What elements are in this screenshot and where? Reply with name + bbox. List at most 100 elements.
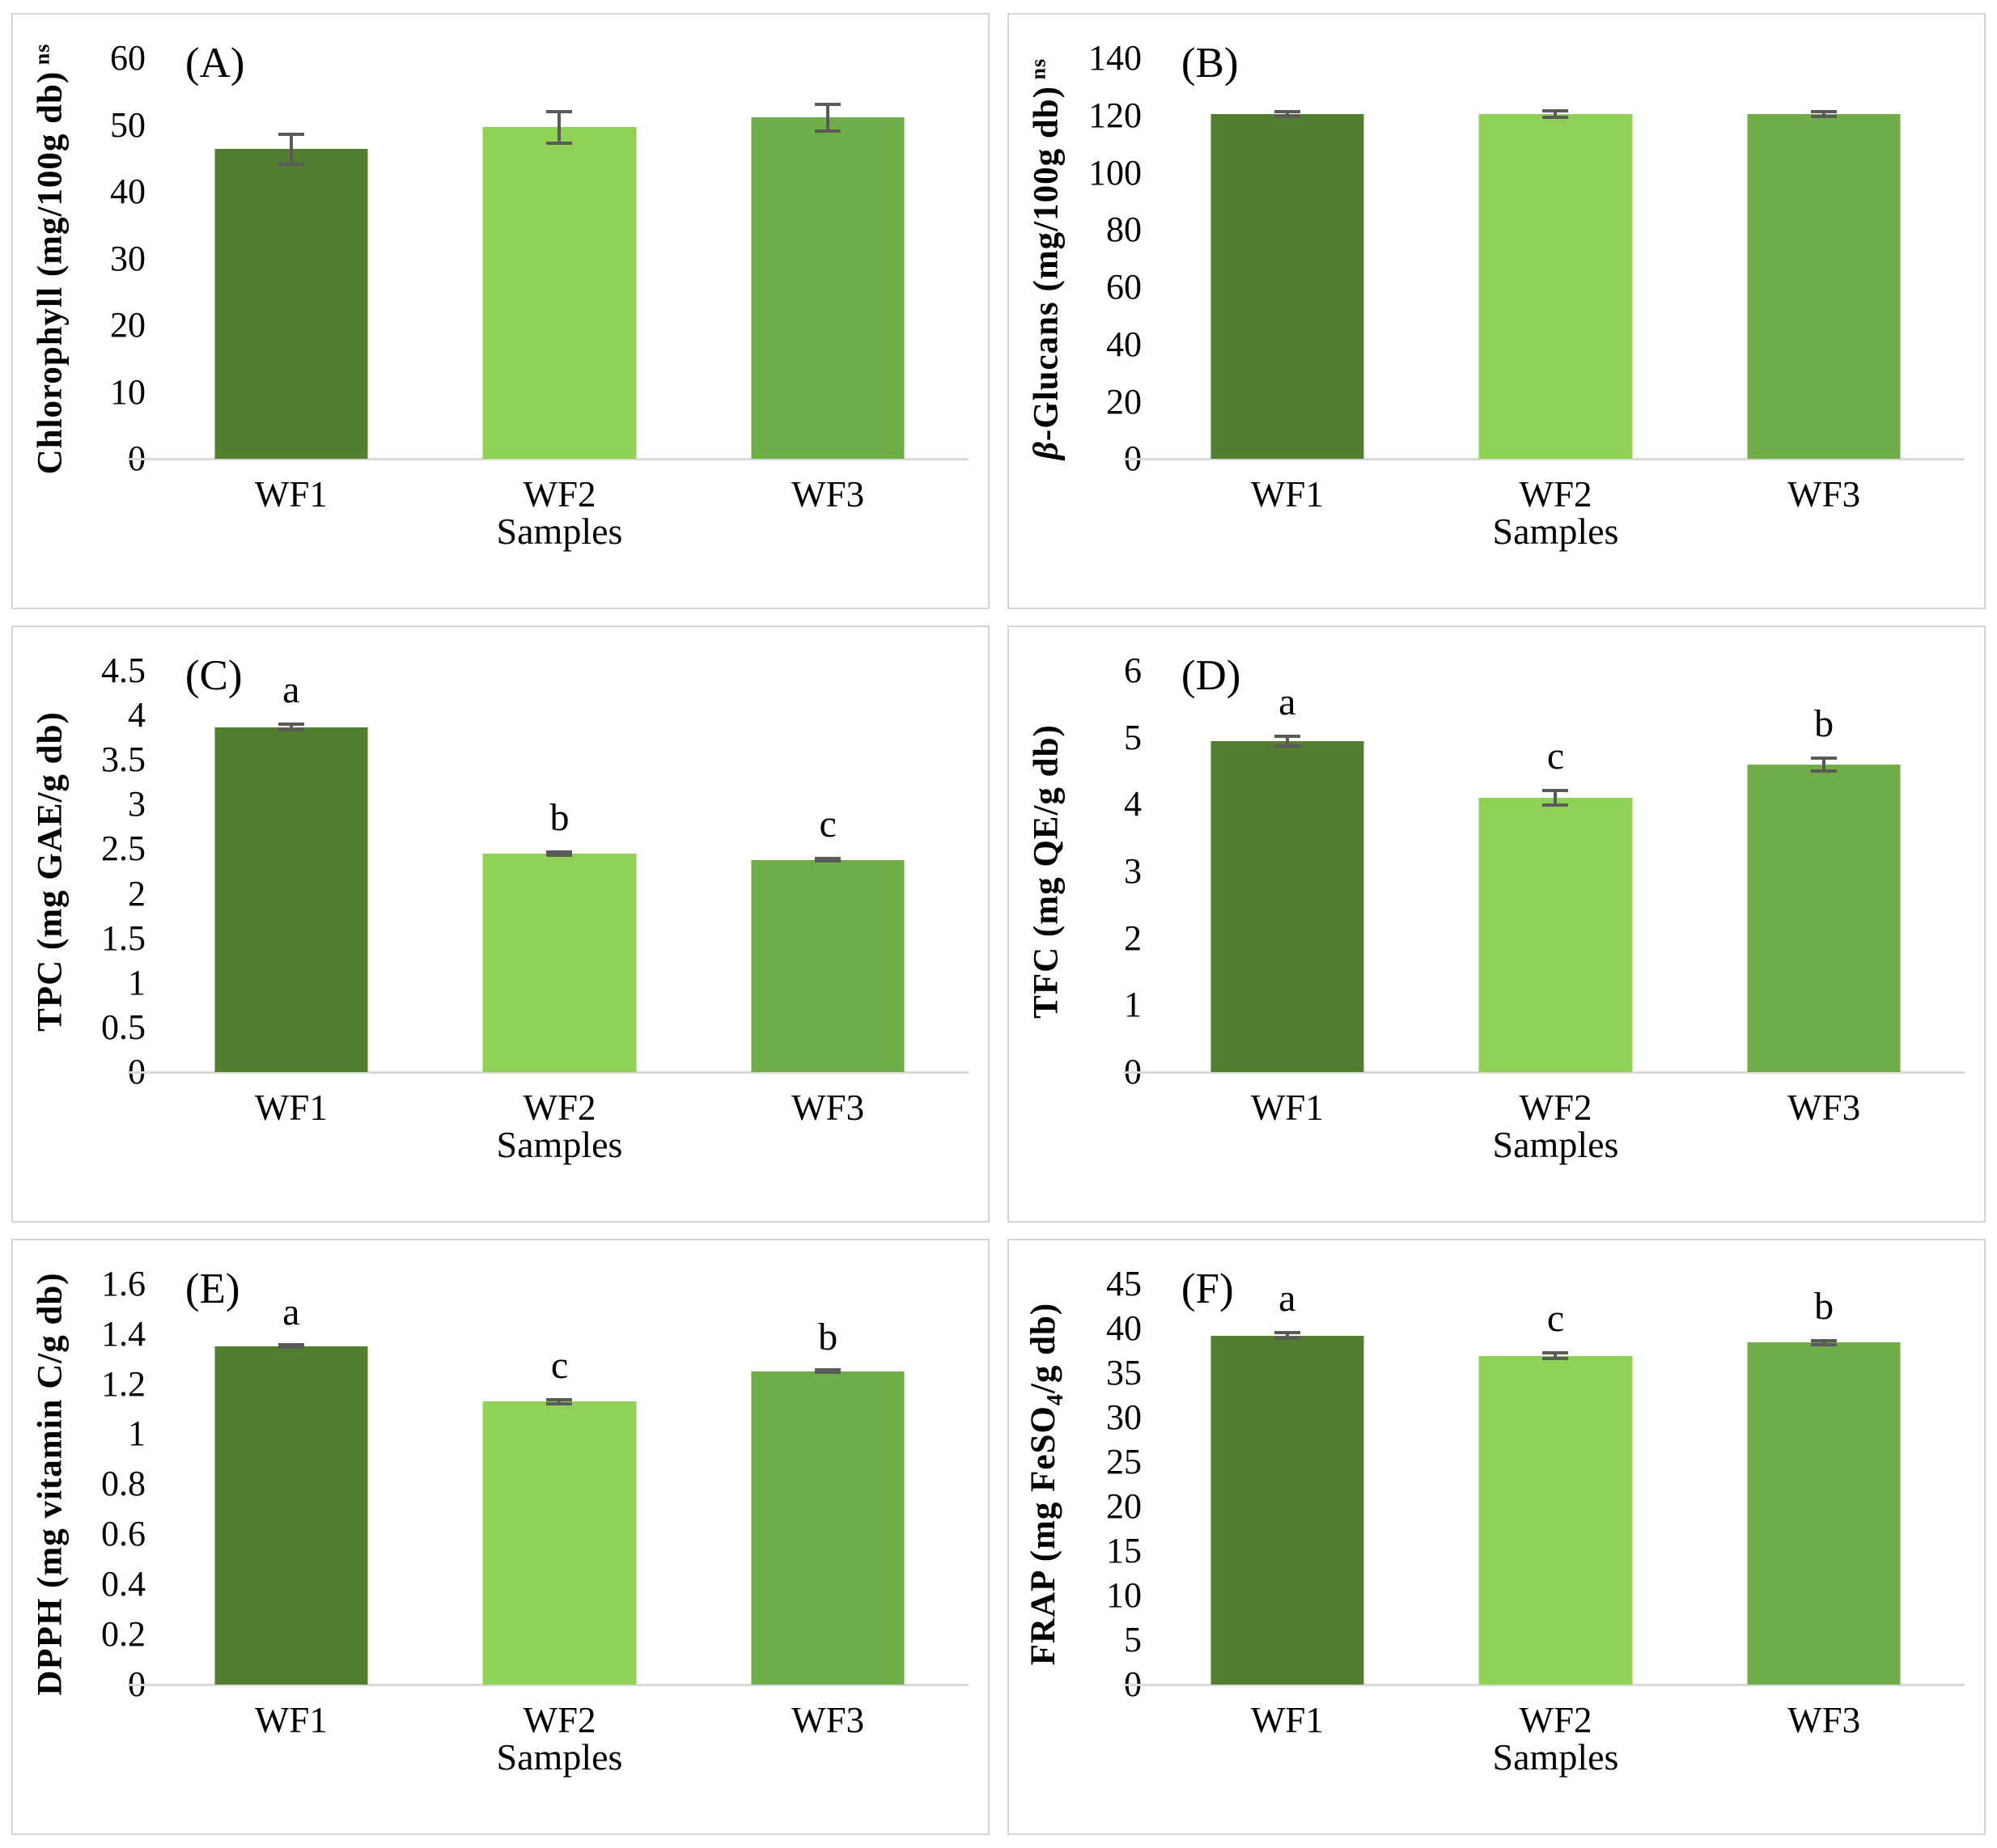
significance-letter: a	[282, 1290, 300, 1333]
error-bar-part	[1542, 803, 1569, 807]
error-bar-part	[1542, 1351, 1569, 1355]
error-bar-part	[1554, 1351, 1558, 1361]
error-bar-part	[278, 1345, 304, 1349]
y-tick-label: 40	[1106, 324, 1142, 364]
chart-panel-b: β-Glucans (mg/100g db) ns 0 20 40 60 80 100 12…	[1007, 13, 1986, 610]
x-axis-title: Samples	[496, 1123, 623, 1165]
error-bar-part	[1811, 1342, 1838, 1346]
error-bar-part	[1811, 115, 1838, 119]
error-bar-part	[546, 109, 573, 113]
error-bar-part	[278, 728, 304, 732]
bar-wf3	[751, 1371, 905, 1685]
y-tick-label: 30	[1106, 1397, 1142, 1437]
y-tick-label: 0.5	[101, 1007, 146, 1047]
error-bar-part	[1285, 110, 1289, 118]
error-bar-part	[1285, 734, 1289, 748]
y-tick-label: 20	[1106, 381, 1142, 422]
error-bar-part	[815, 857, 842, 860]
error-bar-part	[289, 132, 293, 166]
significance-letter: c	[1546, 1297, 1565, 1341]
panel-letter: (E)	[184, 1265, 240, 1312]
axis-baseline	[128, 1070, 969, 1074]
y-axis-ticks: 0 0.5 1 1.5 2 2.5 3 3.5 4 4.5	[79, 653, 157, 1089]
y-tick-label: 60	[1106, 267, 1142, 307]
significance-letter: a	[1278, 680, 1296, 723]
error-bar	[1811, 1338, 1838, 1346]
error-bar-part	[815, 129, 842, 134]
error-bar-part	[278, 1342, 304, 1346]
bar-slot: c	[426, 1284, 694, 1685]
x-axis-labels: WF1 WF2 WF3	[157, 459, 962, 513]
y-tick-label: 20	[110, 305, 146, 345]
y-tick-label: 45	[1106, 1263, 1142, 1303]
error-bar-part	[558, 109, 562, 145]
y-axis-title-wrap: Chlorophyll (mg/100g db) ns	[21, 43, 79, 474]
bar-wf2	[1478, 1355, 1632, 1685]
error-bar	[546, 850, 573, 858]
error-bar-part	[546, 141, 573, 145]
y-axis-ticks: 0 5 10 15 20 25 30 35 40 45	[1075, 1265, 1153, 1702]
y-tick-label: 40	[110, 172, 146, 212]
bar-slot: c	[1422, 1284, 1690, 1685]
plot-area: (E) a c b	[128, 1267, 969, 1686]
error-bar-part	[1542, 789, 1569, 793]
x-tick-label: WF3	[1787, 1087, 1861, 1128]
chart-panel-f: FRAP (mg FeSO4/g db) 0 5 10 15 20 25 30 35 40 45 …	[1007, 1238, 1986, 1835]
error-bar-part	[1822, 109, 1826, 119]
bar-wf1	[1210, 114, 1364, 460]
y-axis-title: TPC (mg GAE/g db)	[31, 711, 70, 1032]
bar-slot: a	[157, 671, 426, 1072]
chart-panel-c: TPC (mg GAE/g db) 0 0.5 1 1.5 2 2.5 3 3.5 4 4.5 (…	[11, 625, 990, 1223]
y-tick-label: 20	[1106, 1486, 1142, 1526]
bar-slot: c	[1422, 671, 1690, 1072]
y-tick-label: 4	[128, 695, 146, 735]
y-tick-label: 140	[1088, 38, 1142, 78]
error-bar	[1274, 110, 1300, 118]
error-bar-part	[278, 162, 304, 166]
axis-baseline	[1124, 1070, 1965, 1074]
error-bar-part	[1554, 109, 1558, 119]
x-tick-label: WF1	[1250, 1087, 1324, 1128]
error-bar	[1542, 789, 1569, 807]
x-tick-label: WF3	[791, 1699, 865, 1740]
y-tick-label: 25	[1106, 1441, 1142, 1481]
plot-area: (B)	[1124, 42, 1965, 461]
bar-wf2	[482, 127, 636, 460]
x-axis-title: Samples	[1492, 511, 1619, 553]
y-tick-label: 5	[1124, 1619, 1142, 1659]
y-tick-label: 1.5	[101, 918, 146, 958]
bar-wf3	[751, 117, 905, 460]
error-bar-part	[1542, 109, 1569, 113]
error-bar	[815, 102, 842, 134]
error-bar-part	[1274, 734, 1300, 738]
y-tick-label: 40	[1106, 1308, 1142, 1348]
y-tick-label: 15	[1106, 1530, 1142, 1570]
error-bar-part	[1811, 757, 1838, 760]
error-bar-part	[1822, 1338, 1826, 1346]
error-bar-part	[546, 1397, 573, 1401]
bar-slot: b	[1690, 1284, 1958, 1685]
error-bar-part	[289, 723, 293, 732]
bar-slot: b	[426, 671, 694, 1072]
x-tick-label: WF3	[791, 474, 865, 515]
y-tick-label: 50	[110, 104, 146, 145]
error-bar	[1542, 109, 1569, 119]
bar-slot	[426, 58, 694, 460]
y-tick-label: 0.2	[101, 1614, 146, 1655]
bar-slot: a	[1153, 1279, 1422, 1685]
error-bar-part	[1274, 744, 1300, 748]
bar-slot	[1153, 58, 1422, 460]
error-bar	[546, 1397, 573, 1405]
y-tick-label: 60	[110, 38, 146, 78]
error-bar	[278, 723, 304, 732]
x-tick-label: WF3	[791, 1087, 865, 1128]
error-bar-part	[815, 1367, 842, 1371]
y-axis-title-wrap: DPPH (mg vitamin C/g db)	[21, 1273, 79, 1696]
bar-slot: c	[693, 671, 962, 1072]
y-tick-label: 1.6	[101, 1263, 146, 1303]
error-bar-part	[826, 102, 830, 134]
x-axis-title: Samples	[1492, 1123, 1619, 1165]
x-tick-label: WF2	[523, 1699, 596, 1740]
significance-letter: c	[550, 1343, 569, 1387]
